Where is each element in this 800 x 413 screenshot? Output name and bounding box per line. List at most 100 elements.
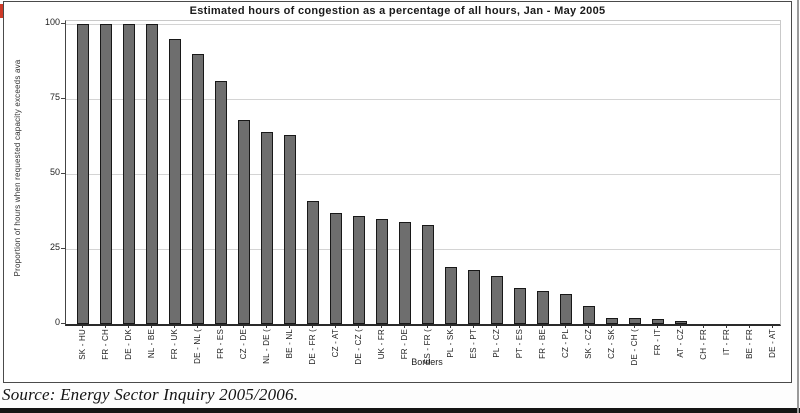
chart-frame: Estimated hours of congestion as a perce… xyxy=(3,1,792,383)
gridline xyxy=(66,99,780,100)
x-tick-mark xyxy=(473,325,474,328)
y-tick-mark xyxy=(61,173,65,174)
x-tick-mark xyxy=(174,325,175,328)
x-tick-label: UK - FR xyxy=(376,329,386,360)
bar xyxy=(652,319,664,324)
x-tick-label: DE - CZ ( xyxy=(353,329,363,365)
x-tick-mark xyxy=(312,325,313,328)
bar xyxy=(537,291,549,324)
x-tick-mark xyxy=(266,325,267,328)
x-tick-mark xyxy=(680,325,681,328)
bar xyxy=(445,267,457,324)
x-tick-mark xyxy=(726,325,727,328)
x-tick-label: SK - HU xyxy=(77,329,87,360)
x-tick-mark xyxy=(703,325,704,328)
bar xyxy=(307,201,319,324)
x-tick-label: PL - CZ xyxy=(491,329,501,358)
y-tick-label: 25 xyxy=(49,242,60,252)
y-tick-label: 0 xyxy=(54,317,60,327)
right-edge-artifact xyxy=(797,0,799,413)
bar xyxy=(169,39,181,324)
x-tick-label: DE - FR ( xyxy=(307,329,317,365)
bar xyxy=(100,24,112,324)
x-tick-mark xyxy=(542,325,543,328)
x-tick-label: CZ - PL xyxy=(560,329,570,358)
x-tick-label: DE - DK xyxy=(123,329,133,360)
x-tick-label: FR - CH xyxy=(100,329,110,360)
bar xyxy=(560,294,572,324)
x-tick-label: NL - DE ( xyxy=(261,329,271,364)
bar xyxy=(353,216,365,324)
y-tick-mark xyxy=(61,98,65,99)
bar xyxy=(330,213,342,324)
x-tick-label: ES - PT xyxy=(468,329,478,359)
x-tick-mark xyxy=(243,325,244,328)
bar xyxy=(284,135,296,324)
x-tick-mark xyxy=(611,325,612,328)
x-tick-label: ES - FR ( xyxy=(422,329,432,365)
x-tick-mark xyxy=(151,325,152,328)
bar xyxy=(675,321,687,324)
bar xyxy=(261,132,273,324)
x-tick-mark xyxy=(289,325,290,328)
x-tick-mark xyxy=(427,325,428,328)
x-tick-label: CZ - SK xyxy=(606,329,616,359)
gridline xyxy=(66,24,780,25)
y-tick-label: 100 xyxy=(44,17,60,27)
bar xyxy=(146,24,158,324)
x-tick-mark xyxy=(519,325,520,328)
bar xyxy=(376,219,388,324)
bar xyxy=(123,24,135,324)
x-tick-label: AT - CZ xyxy=(675,329,685,358)
bar xyxy=(583,306,595,324)
x-tick-mark xyxy=(220,325,221,328)
bar xyxy=(192,54,204,324)
x-tick-label: FR - IT xyxy=(652,329,662,356)
x-tick-mark xyxy=(565,325,566,328)
red-scan-artifact xyxy=(0,4,4,18)
bar xyxy=(422,225,434,324)
x-tick-label: CZ - DE xyxy=(238,329,248,360)
y-axis-label: Proportion of hours when requested capac… xyxy=(13,59,22,277)
x-tick-mark xyxy=(404,325,405,328)
x-tick-label: CZ - AT xyxy=(330,329,340,358)
bar xyxy=(238,120,250,324)
bar xyxy=(491,276,503,324)
plot-area xyxy=(65,20,781,326)
x-tick-label: NL - BE xyxy=(146,329,156,359)
y-tick-label: 75 xyxy=(49,92,60,102)
x-tick-mark xyxy=(450,325,451,328)
x-tick-mark xyxy=(358,325,359,328)
bar xyxy=(399,222,411,324)
x-tick-mark xyxy=(105,325,106,328)
x-tick-mark xyxy=(381,325,382,328)
y-tick-mark xyxy=(61,23,65,24)
x-tick-label: FR - DE xyxy=(399,329,409,360)
bar xyxy=(606,318,618,324)
bottom-edge-artifact xyxy=(0,408,800,413)
gridline xyxy=(66,174,780,175)
y-tick-label: 50 xyxy=(49,167,60,177)
x-tick-label: FR - ES xyxy=(215,329,225,359)
x-tick-mark xyxy=(335,325,336,328)
bar xyxy=(215,81,227,324)
bar xyxy=(514,288,526,324)
x-tick-label: BE - FR xyxy=(744,329,754,359)
x-tick-label: FR - BE xyxy=(537,329,547,359)
x-tick-mark xyxy=(634,325,635,328)
x-tick-label: DE - AT xyxy=(767,329,777,358)
x-tick-mark xyxy=(82,325,83,328)
bar xyxy=(629,318,641,324)
bar xyxy=(468,270,480,324)
x-tick-label: SK - CZ xyxy=(583,329,593,359)
x-tick-label: DE - CH ( xyxy=(629,329,639,366)
x-tick-mark xyxy=(749,325,750,328)
x-tick-label: FR - UK xyxy=(169,329,179,360)
x-tick-mark xyxy=(128,325,129,328)
x-tick-mark xyxy=(772,325,773,328)
x-tick-label: DE - NL ( xyxy=(192,329,202,364)
x-tick-label: IT - FR xyxy=(721,329,731,356)
y-tick-mark xyxy=(61,323,65,324)
chart-title: Estimated hours of congestion as a perce… xyxy=(189,5,606,17)
x-tick-label: PT - ES xyxy=(514,329,524,359)
